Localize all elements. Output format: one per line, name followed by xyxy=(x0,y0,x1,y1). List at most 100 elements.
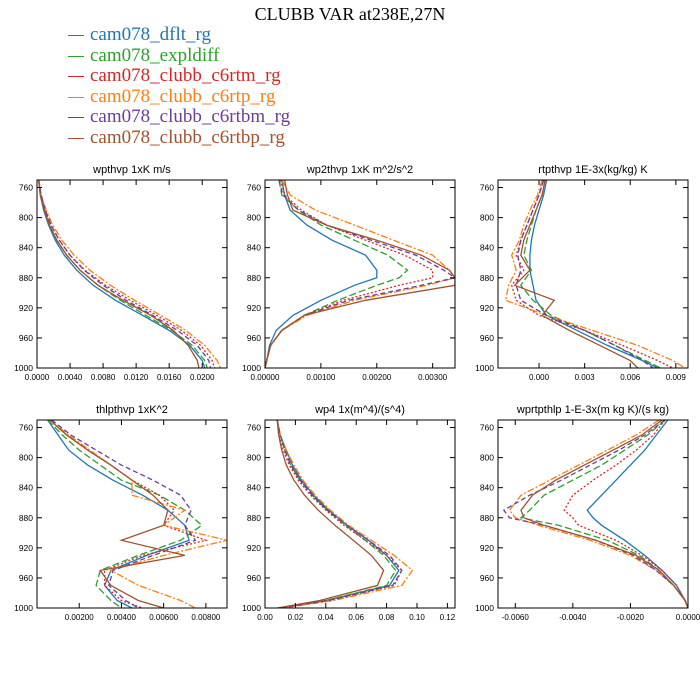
y-tick-label: 840 xyxy=(247,243,261,253)
series-line xyxy=(276,420,385,608)
series-line xyxy=(265,180,455,368)
legend-label: cam078_clubb_c6rtbm_rg xyxy=(90,106,291,127)
series-line xyxy=(47,420,190,608)
chart-panel: wpthvp 1xK m/s76080084088092096010000.00… xyxy=(14,164,228,382)
legend-label: cam078_clubb_c6rtbp_rg xyxy=(90,126,285,148)
y-tick-label: 880 xyxy=(19,513,33,523)
y-tick-label: 920 xyxy=(247,543,261,553)
y-tick-label: 800 xyxy=(19,213,33,223)
x-tick-label: 0.0040 xyxy=(58,373,83,382)
y-tick-label: 840 xyxy=(480,243,494,253)
chart-panel: thlpthvp 1xK^2 760 800 840 880 920 960 1000 0.00… xyxy=(14,404,228,622)
y-tick-label: 1000 xyxy=(475,363,494,373)
x-tick-label: 0.000 xyxy=(529,373,550,382)
y-tick-label: 1000 xyxy=(475,603,494,613)
series-line xyxy=(529,180,658,368)
series-line xyxy=(265,180,409,368)
y-tick-label: 960 xyxy=(247,573,261,583)
y-tick-label: 840 xyxy=(19,483,33,493)
x-tick-label: 0.02 xyxy=(288,613,304,622)
x-tick-label: 0.006 xyxy=(620,373,641,382)
chart-panel: wprtpthlp 1-E-3x(m kg K)/(s kg) 760 800 840… xyxy=(475,404,700,622)
plot-frame xyxy=(36,179,228,369)
series-line xyxy=(519,180,661,368)
y-tick-label: 960 xyxy=(247,333,261,343)
x-tick-label: 0.00600 xyxy=(149,613,178,622)
series-line xyxy=(49,420,185,608)
y-tick-label: 880 xyxy=(19,273,33,283)
series-line xyxy=(51,420,197,608)
series-line xyxy=(276,420,403,608)
series-line xyxy=(586,420,688,608)
y-tick-label: 920 xyxy=(247,303,261,313)
x-tick-label: 0.10 xyxy=(409,613,425,622)
legend-label: cam078_clubb_c6rtm_rg xyxy=(90,65,281,86)
y-tick-label: 760 xyxy=(247,183,261,193)
x-tick-label: 0.00400 xyxy=(107,613,136,622)
x-tick-label: 0.06 xyxy=(348,613,364,622)
y-tick-label: 880 xyxy=(247,513,261,523)
x-tick-label: 0.00000 xyxy=(251,373,280,382)
y-tick-label: 880 xyxy=(480,273,494,283)
series-line xyxy=(38,180,216,368)
y-tick-label: 920 xyxy=(19,543,33,553)
legend-label: cam078_dflt_rg xyxy=(90,24,212,45)
series-line xyxy=(502,420,688,608)
legend-swatch xyxy=(68,117,84,118)
x-tick-label: -0.0060 xyxy=(502,613,530,622)
x-tick-label: 0.04 xyxy=(318,613,334,622)
y-tick-label: 1000 xyxy=(14,603,33,613)
y-tick-label: 840 xyxy=(480,483,494,493)
series-line xyxy=(49,420,209,608)
series-line xyxy=(265,180,455,368)
x-tick-label: 0.003 xyxy=(575,373,596,382)
series-line xyxy=(265,180,434,368)
series-line xyxy=(276,420,400,608)
x-tick-label: 0.009 xyxy=(666,373,687,382)
y-tick-label: 920 xyxy=(480,543,494,553)
y-tick-label: 1000 xyxy=(242,603,261,613)
series-line xyxy=(515,180,654,368)
legend-swatch xyxy=(68,137,84,139)
series-line xyxy=(508,420,688,608)
plot-frame xyxy=(264,419,456,609)
series-line xyxy=(276,420,403,608)
series-line xyxy=(38,180,221,368)
legend-label: cam078_expldiff xyxy=(90,44,220,66)
x-tick-label: 0.00 xyxy=(257,613,273,622)
chart-title: rtpthvp 1E-3x(kg/kg) K xyxy=(538,164,648,176)
series-line xyxy=(38,180,212,368)
y-tick-label: 840 xyxy=(247,483,261,493)
y-tick-label: 960 xyxy=(19,333,33,343)
y-tick-label: 800 xyxy=(19,453,33,463)
y-tick-label: 920 xyxy=(19,303,33,313)
x-tick-label: 0.00800 xyxy=(191,613,220,622)
chart-panel: rtpthvp 1E-3x(kg/kg) K 760 800 840 880 920 960… xyxy=(475,164,689,382)
x-tick-label: 0.0000 xyxy=(25,373,50,382)
series-line xyxy=(519,420,688,608)
chart-title: thlpthvp 1xK^2 xyxy=(96,404,168,416)
y-tick-label: 840 xyxy=(19,243,33,253)
y-tick-label: 760 xyxy=(480,183,494,193)
series-line xyxy=(38,180,206,368)
x-tick-label: 0.12 xyxy=(440,613,456,622)
x-tick-label: 0.00200 xyxy=(362,373,391,382)
x-tick-label: 0.0120 xyxy=(124,373,149,382)
plot-frame xyxy=(497,179,689,369)
series-line xyxy=(38,180,200,368)
plot-frame xyxy=(264,179,456,369)
series-line xyxy=(276,420,397,608)
x-tick-label: 0.00100 xyxy=(306,373,335,382)
chart-title: wp2thvp 1xK m^2/s^2 xyxy=(306,164,413,176)
y-tick-label: 960 xyxy=(480,333,494,343)
y-tick-label: 760 xyxy=(247,423,261,433)
y-tick-label: 1000 xyxy=(242,363,261,373)
y-tick-label: 960 xyxy=(19,573,33,583)
chart-panel: wp4 1x(m^4)/(s^4)76080084088092096010000… xyxy=(242,404,456,622)
legend-label: cam078_clubb_c6rtp_rg xyxy=(90,85,276,107)
series-line xyxy=(510,180,674,368)
series-line xyxy=(265,180,455,368)
chart-title: wpthvp 1xK m/s xyxy=(92,164,171,176)
chart-panel: wp2thvp 1xK m^2/s^2 760 800 840 880 920 960 100… xyxy=(242,164,456,382)
chart-title: wp4 1x(m^4)/(s^4) xyxy=(314,404,405,416)
